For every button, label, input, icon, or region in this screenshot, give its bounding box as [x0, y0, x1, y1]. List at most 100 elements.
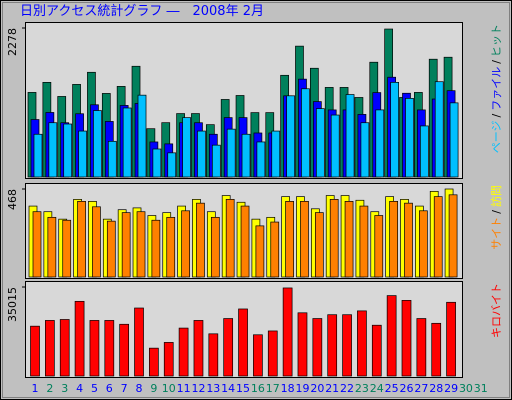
x-tick-label: 27: [414, 382, 428, 395]
bar: [223, 318, 234, 377]
x-tick-label: 17: [266, 382, 280, 395]
bar: [357, 310, 367, 377]
bar: [134, 307, 144, 377]
bar: [210, 216, 220, 278]
bar: [193, 320, 204, 377]
y-tick-label: 468: [6, 189, 19, 210]
bar: [271, 130, 281, 178]
legend-separator: /: [490, 60, 503, 64]
bar: [389, 201, 398, 278]
legend-entry: 訪問: [489, 185, 503, 207]
bar: [197, 130, 206, 178]
x-tick-label: 26: [400, 382, 414, 395]
x-tick-label: 14: [221, 382, 235, 395]
x-tick-label: 5: [91, 382, 98, 395]
bar: [77, 201, 86, 278]
x-tick-label: 15: [236, 382, 250, 395]
x-tick-label: 2: [46, 382, 53, 395]
bar: [329, 199, 339, 278]
legend-entry: ヒット: [490, 24, 503, 57]
bar: [240, 205, 250, 278]
bar: [345, 94, 355, 178]
bar: [253, 334, 263, 377]
y-tick-label: 35015: [6, 287, 19, 322]
bar: [104, 320, 115, 377]
bar: [286, 95, 295, 178]
bar: [167, 152, 177, 178]
bar: [178, 327, 189, 377]
legend-separator: /: [490, 113, 503, 117]
bar: [241, 133, 251, 178]
chart-title: 日別アクセス統計グラフ ― 2008年 2月: [20, 3, 264, 19]
x-tick-label: 30: [459, 382, 473, 395]
bar: [196, 202, 205, 278]
x-tick-label: 6: [106, 382, 113, 395]
bar: [166, 216, 176, 278]
bar: [404, 202, 413, 278]
bar: [300, 201, 309, 278]
legend: サイト / 訪問: [489, 185, 503, 250]
x-tick-label: 16: [251, 382, 265, 395]
bar: [405, 98, 414, 178]
x-tick-label: 24: [370, 382, 384, 395]
x-tick-label: 12: [191, 382, 205, 395]
bar: [151, 219, 161, 278]
bar: [282, 287, 293, 377]
x-tick-label: 3: [61, 382, 68, 395]
bar: [416, 318, 427, 377]
x-tick-label: 9: [150, 382, 157, 395]
bar: [30, 325, 40, 377]
bar: [419, 210, 428, 278]
bar: [89, 320, 100, 377]
bar: [312, 318, 323, 377]
bar: [314, 212, 324, 278]
bar: [315, 108, 325, 178]
x-tick-label: 13: [206, 382, 220, 395]
bar: [301, 88, 310, 178]
bar: [390, 81, 399, 178]
x-tick-label: 19: [295, 382, 309, 395]
bar: [297, 312, 308, 377]
bar: [59, 319, 70, 377]
x-tick-label: 4: [76, 382, 83, 395]
bar: [431, 322, 442, 377]
bar: [267, 330, 278, 377]
x-tick-label: 11: [177, 382, 191, 395]
bar: [401, 300, 412, 377]
bar: [136, 211, 146, 278]
bar: [121, 212, 131, 278]
bar: [342, 314, 352, 377]
bar: [78, 130, 87, 178]
bar: [152, 148, 162, 178]
x-tick-label: 22: [340, 382, 354, 395]
bar: [433, 196, 443, 278]
bar: [182, 117, 191, 178]
bar: [32, 211, 42, 278]
bar: [63, 123, 73, 178]
x-tick-label: 25: [385, 382, 399, 395]
legend-entry: サイト: [490, 217, 503, 250]
y-tick-label: 2278: [6, 28, 19, 56]
bar: [92, 206, 101, 278]
bar: [371, 324, 382, 377]
bar: [448, 194, 458, 278]
x-tick-label: 20: [310, 382, 324, 395]
legend-separator: /: [490, 210, 503, 214]
x-tick-label: 10: [162, 382, 176, 395]
x-tick-label: 29: [444, 382, 458, 395]
bar: [119, 323, 130, 377]
bar: [226, 128, 236, 178]
x-tick-label: 31: [474, 382, 488, 395]
bar: [163, 342, 174, 377]
bar: [359, 205, 369, 278]
bar: [270, 221, 280, 278]
legend: キロバイト: [490, 283, 503, 338]
bar: [360, 122, 370, 178]
bar: [122, 107, 132, 178]
x-tick-label: 18: [281, 382, 295, 395]
bar: [93, 110, 102, 178]
bar: [327, 314, 338, 377]
x-tick-label: 28: [429, 382, 443, 395]
